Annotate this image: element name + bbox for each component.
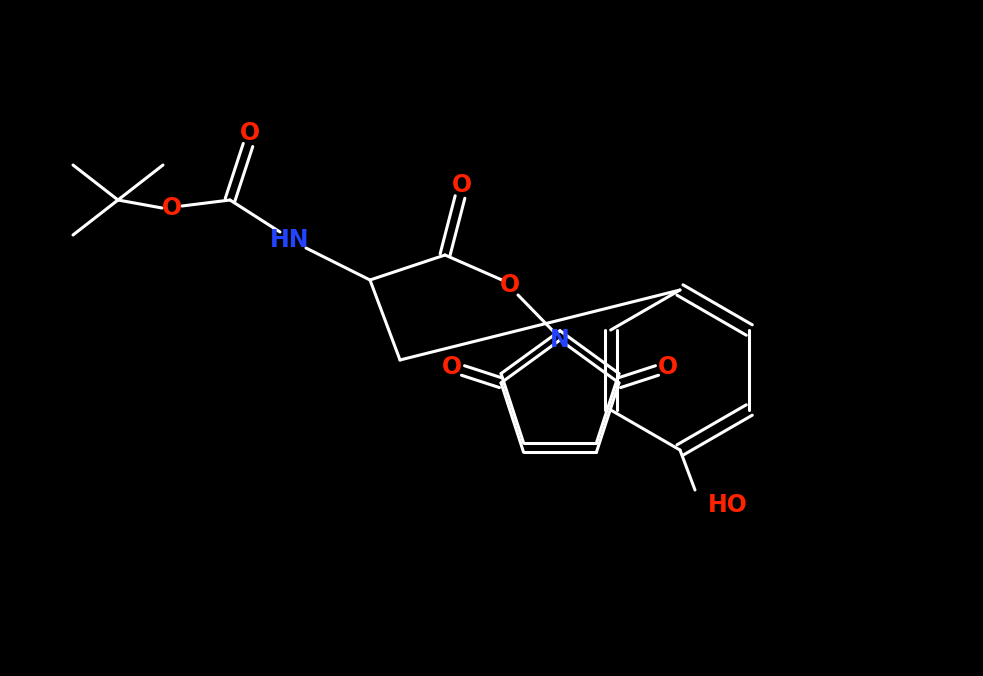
Text: O: O (452, 173, 472, 197)
Text: O: O (162, 196, 182, 220)
Text: HO: HO (708, 493, 748, 517)
Text: N: N (550, 328, 570, 352)
Text: O: O (500, 273, 520, 297)
Text: O: O (240, 121, 260, 145)
Text: O: O (659, 355, 678, 379)
Text: O: O (441, 355, 462, 379)
Text: HN: HN (270, 228, 310, 252)
